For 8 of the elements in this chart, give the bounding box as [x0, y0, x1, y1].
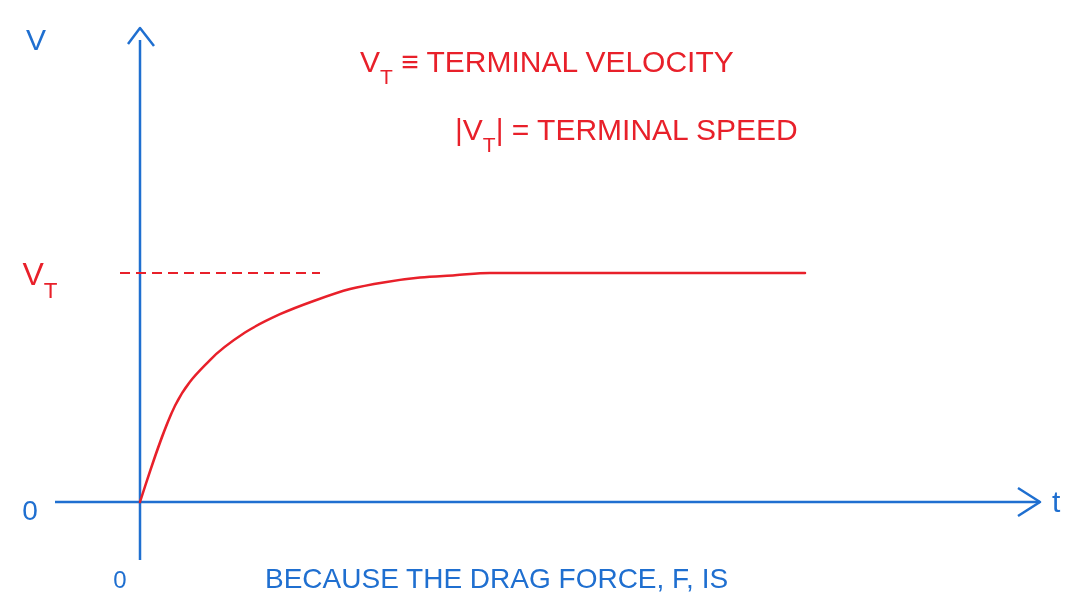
text: 0 — [113, 566, 127, 593]
text: |V$_{T}$| = TERMINAL SPEED — [455, 113, 798, 156]
text: BECAUSE THE DRAG FORCE, F, IS — [265, 563, 729, 594]
ref-line-label: V$_{T}$ — [22, 256, 58, 303]
text: V — [25, 23, 47, 56]
text: V$_{T}$ ≡ TERMINAL VELOCITY — [360, 45, 734, 88]
text: t — [1052, 485, 1061, 518]
text: 0 — [22, 495, 38, 526]
